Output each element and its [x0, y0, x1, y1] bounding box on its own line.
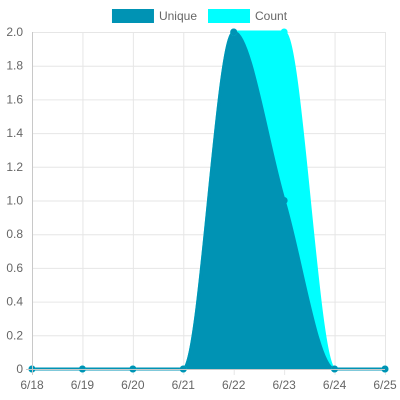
y-tick-label: 1.8 — [6, 59, 23, 73]
axes — [26, 32, 385, 375]
point-count — [280, 28, 288, 36]
x-tick-label: 6/24 — [323, 378, 347, 392]
x-tick-label: 6/21 — [172, 378, 196, 392]
x-tick-label: 6/22 — [222, 378, 246, 392]
legend-swatch — [208, 9, 251, 23]
x-tick-label: 6/19 — [71, 378, 95, 392]
y-tick-label: 1.2 — [6, 160, 23, 174]
y-tick-label: 1.0 — [6, 194, 23, 208]
x-tick-label: 6/25 — [373, 378, 397, 392]
legend-label: Unique — [159, 9, 197, 23]
legend-label: Count — [255, 9, 288, 23]
x-tick-label: 6/20 — [121, 378, 145, 392]
x-tick-label: 6/18 — [20, 378, 44, 392]
y-tick-label: 0.8 — [6, 227, 23, 241]
point-unique — [280, 197, 288, 204]
y-tick-label: 0.4 — [6, 295, 23, 309]
y-tick-label: 1.6 — [6, 92, 23, 106]
point-unique — [230, 28, 238, 36]
y-tick-label: 0 — [16, 362, 23, 376]
y-tick-label: 0.2 — [6, 328, 23, 342]
legend-swatch — [111, 9, 154, 23]
y-tick-label: 0.6 — [6, 261, 23, 275]
y-tick-label: 2.0 — [6, 25, 23, 39]
legend: Unique Count — [111, 9, 288, 23]
x-tick-label: 6/23 — [272, 378, 296, 392]
y-axis-ticks: 0 0.2 0.4 0.6 0.8 1.0 1.2 1.4 1.6 1.8 2.0 — [6, 25, 23, 376]
y-tick-label: 1.4 — [6, 126, 23, 140]
legend-item-count[interactable]: Count — [208, 9, 288, 23]
x-axis-ticks: 6/18 6/19 6/20 6/21 6/22 6/23 6/24 6/25 — [20, 378, 397, 392]
legend-item-unique[interactable]: Unique — [111, 9, 197, 23]
